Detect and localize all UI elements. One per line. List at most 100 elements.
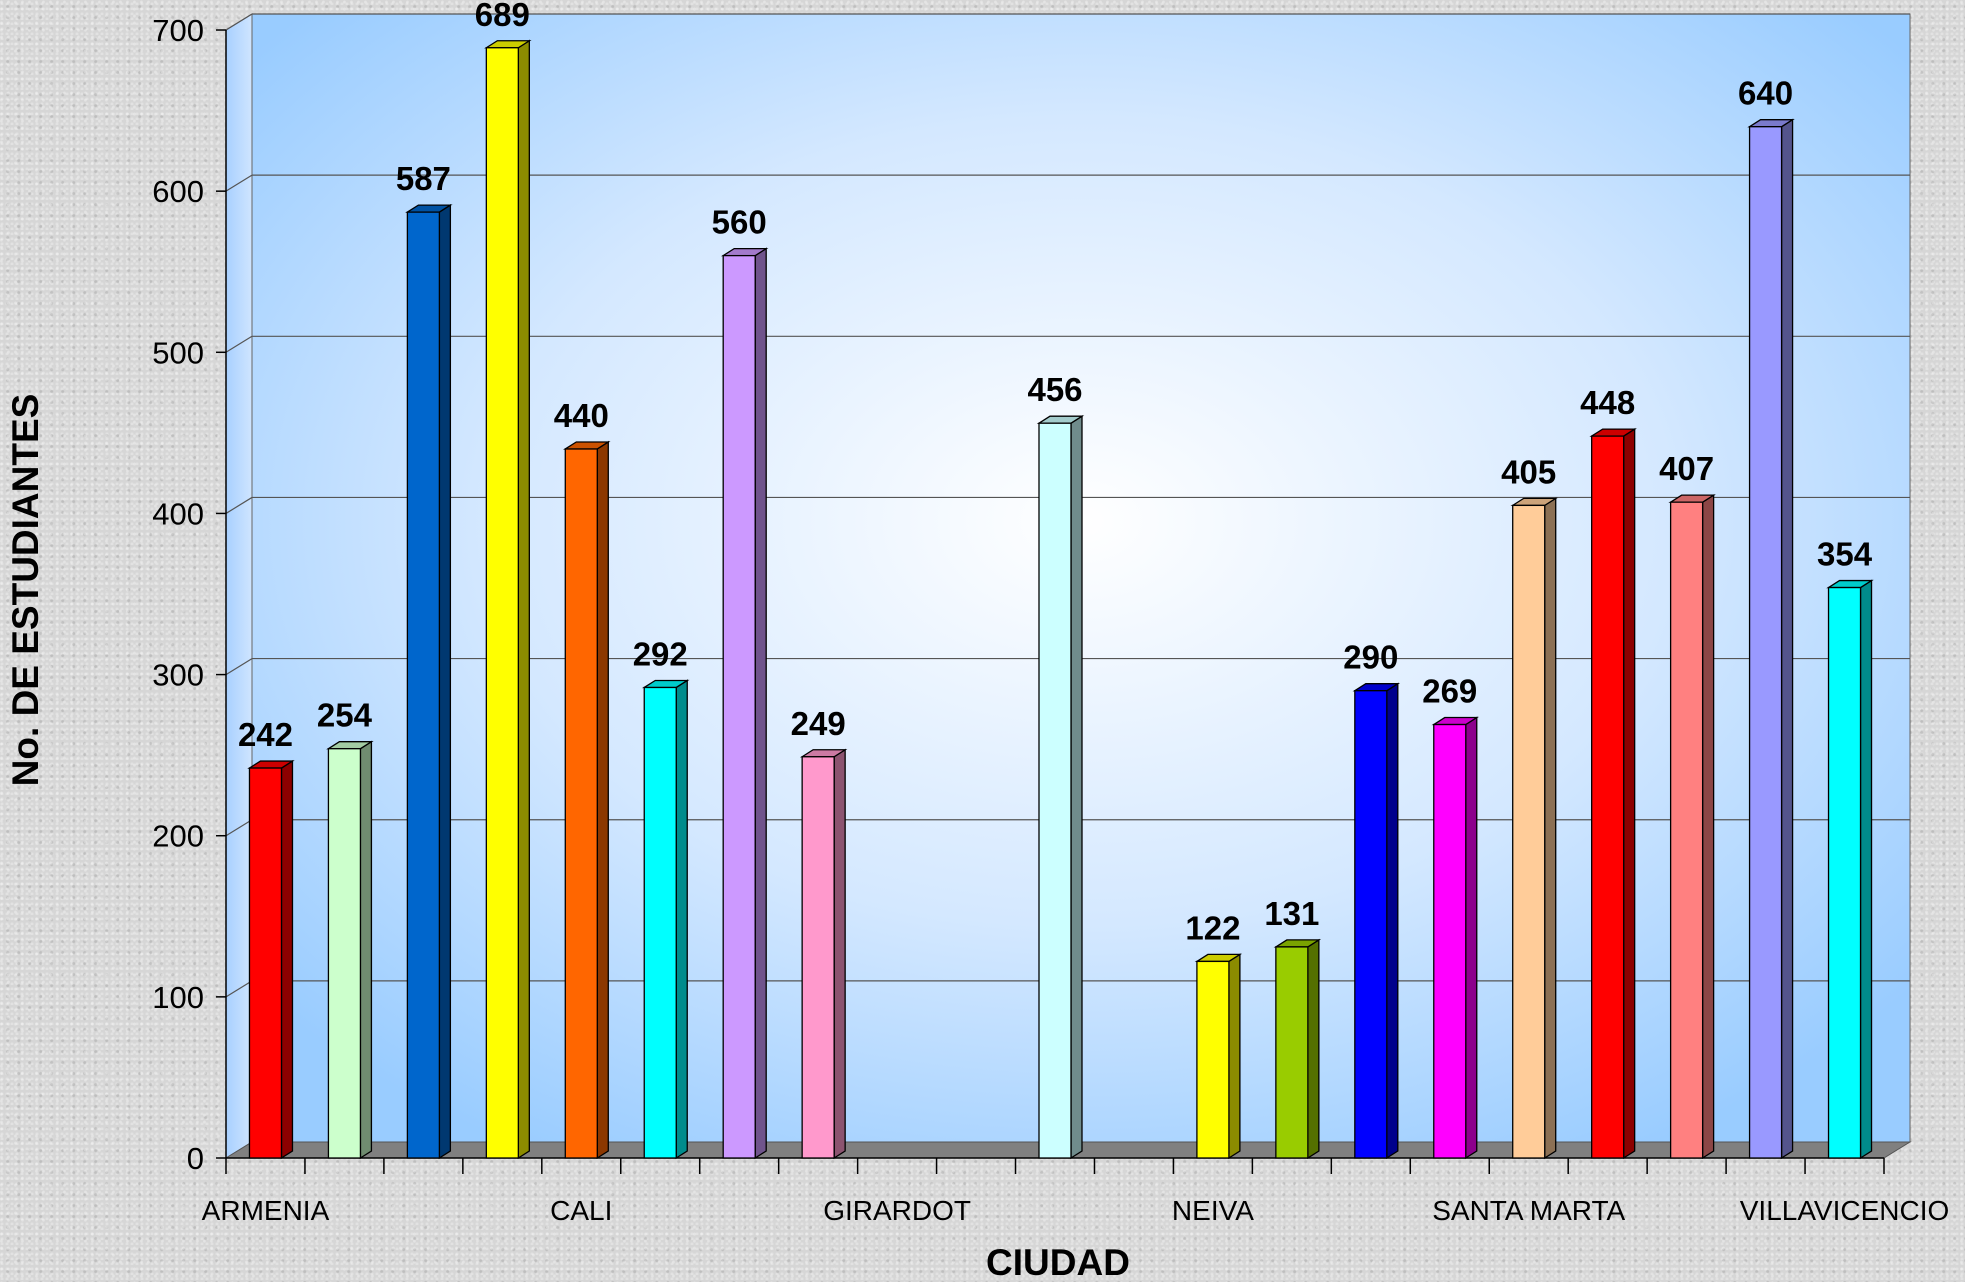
bar-side [1465,716,1478,1160]
bar-value-label: 689 [475,0,530,33]
bar [326,740,374,1160]
bar-value-label: 640 [1738,75,1793,112]
bar-value-label: 290 [1343,639,1398,676]
bar [1826,579,1874,1160]
y-tick-label: 300 [152,658,204,693]
bar-side [1307,938,1320,1160]
value-labels: 242 254 587 689 440 292 560 249 456 122 131 290 269 4… [238,0,1873,946]
bar-front [1196,960,1230,1159]
bar [405,203,453,1160]
bar [484,39,532,1160]
bar-side [596,440,609,1160]
bar-side [280,759,294,1160]
gridline-side [225,496,253,514]
gridline-side [225,980,253,998]
bar-front [1827,586,1862,1159]
gridline-side [225,174,253,192]
bar-side [517,39,530,1160]
bar-side [1228,953,1241,1160]
bar-value-label: 448 [1580,384,1635,421]
bar [1036,415,1085,1160]
bar-front [1669,501,1704,1159]
gridline-side [225,819,253,837]
y-tick-label: 700 [152,13,204,48]
bar-value-label: 456 [1027,371,1082,408]
bar [720,247,769,1160]
bar-side [754,247,767,1160]
bar-front [1433,723,1467,1159]
bar-value-label: 131 [1264,895,1319,932]
gridline-side [225,335,253,353]
y-tick-label: 100 [152,980,204,1015]
bar-value-label: 587 [396,160,451,197]
bar [1510,497,1558,1160]
bar-front [327,748,362,1159]
y-tick-label: 500 [152,335,204,370]
bar [1273,938,1322,1160]
bar-front [722,254,756,1159]
bar-side [1386,682,1399,1160]
bar-side [1070,415,1083,1160]
bar-value-label: 122 [1185,909,1240,946]
bar-value-label: 560 [712,204,767,241]
bar [799,748,848,1160]
x-category-label: GIRARDOT [823,1195,971,1226]
bar-front [801,756,835,1159]
bar-side [1623,427,1636,1160]
bar-value-label: 292 [633,635,688,672]
side-wall [225,13,253,1159]
bar [247,759,295,1160]
x-category-label: NEIVA [1172,1195,1254,1226]
bar-value-label: 407 [1659,450,1714,487]
bar-side [833,748,846,1160]
bar-side [675,679,688,1160]
bar [642,679,690,1160]
bars [247,39,1874,1160]
bar-side [1701,493,1715,1160]
bar-front [1748,126,1783,1159]
x-category-label: CALI [550,1195,612,1226]
y-tick-label: 600 [152,174,204,209]
y-tick-label: 200 [152,819,204,854]
gridline-side [225,13,253,31]
bar-side [1780,118,1794,1160]
bar-front [1275,946,1309,1159]
bar-side [1544,497,1557,1160]
bar-value-label: 405 [1501,453,1556,490]
x-axis: ARMENIA CALI GIRARDOT NEIVA SANTA MARTA VILLA… [202,1157,1950,1226]
bar-value-label: 254 [317,697,373,734]
bar [1747,118,1795,1160]
bar-front [1512,504,1546,1159]
bar-side [359,740,373,1160]
bar-front [564,448,598,1159]
x-category-label: SANTA MARTA [1432,1195,1625,1226]
bar-front [248,767,283,1159]
x-category-label: VILLAVICENCIO [1740,1195,1950,1226]
bar-front [1354,690,1388,1159]
x-axis-title: CIUDAD [986,1242,1130,1282]
bar-value-label: 354 [1817,536,1873,573]
bar [1668,493,1716,1160]
bar-side [1859,579,1873,1160]
bar-front [1038,422,1072,1159]
bar-value-label: 269 [1422,673,1477,710]
bar [1352,682,1401,1160]
bar-side [438,203,452,1160]
bar [1194,953,1243,1160]
y-axis: 0 100 200 300 400 500 600 700 [152,13,227,1176]
y-tick-label: 400 [152,496,204,531]
bar-value-label: 440 [554,397,609,434]
bar [1431,716,1479,1160]
bar-front [406,211,441,1159]
y-tick-label: 0 [187,1141,204,1176]
bar [1589,427,1637,1160]
bar-front [1591,435,1625,1159]
gridline-side [225,658,253,676]
bar [563,440,611,1160]
bar-front [485,47,519,1159]
y-axis-title: No. DE ESTUDIANTES [5,394,46,787]
bar-value-label: 242 [238,716,293,753]
bar-value-label: 249 [791,705,846,742]
bar-front [643,686,677,1159]
